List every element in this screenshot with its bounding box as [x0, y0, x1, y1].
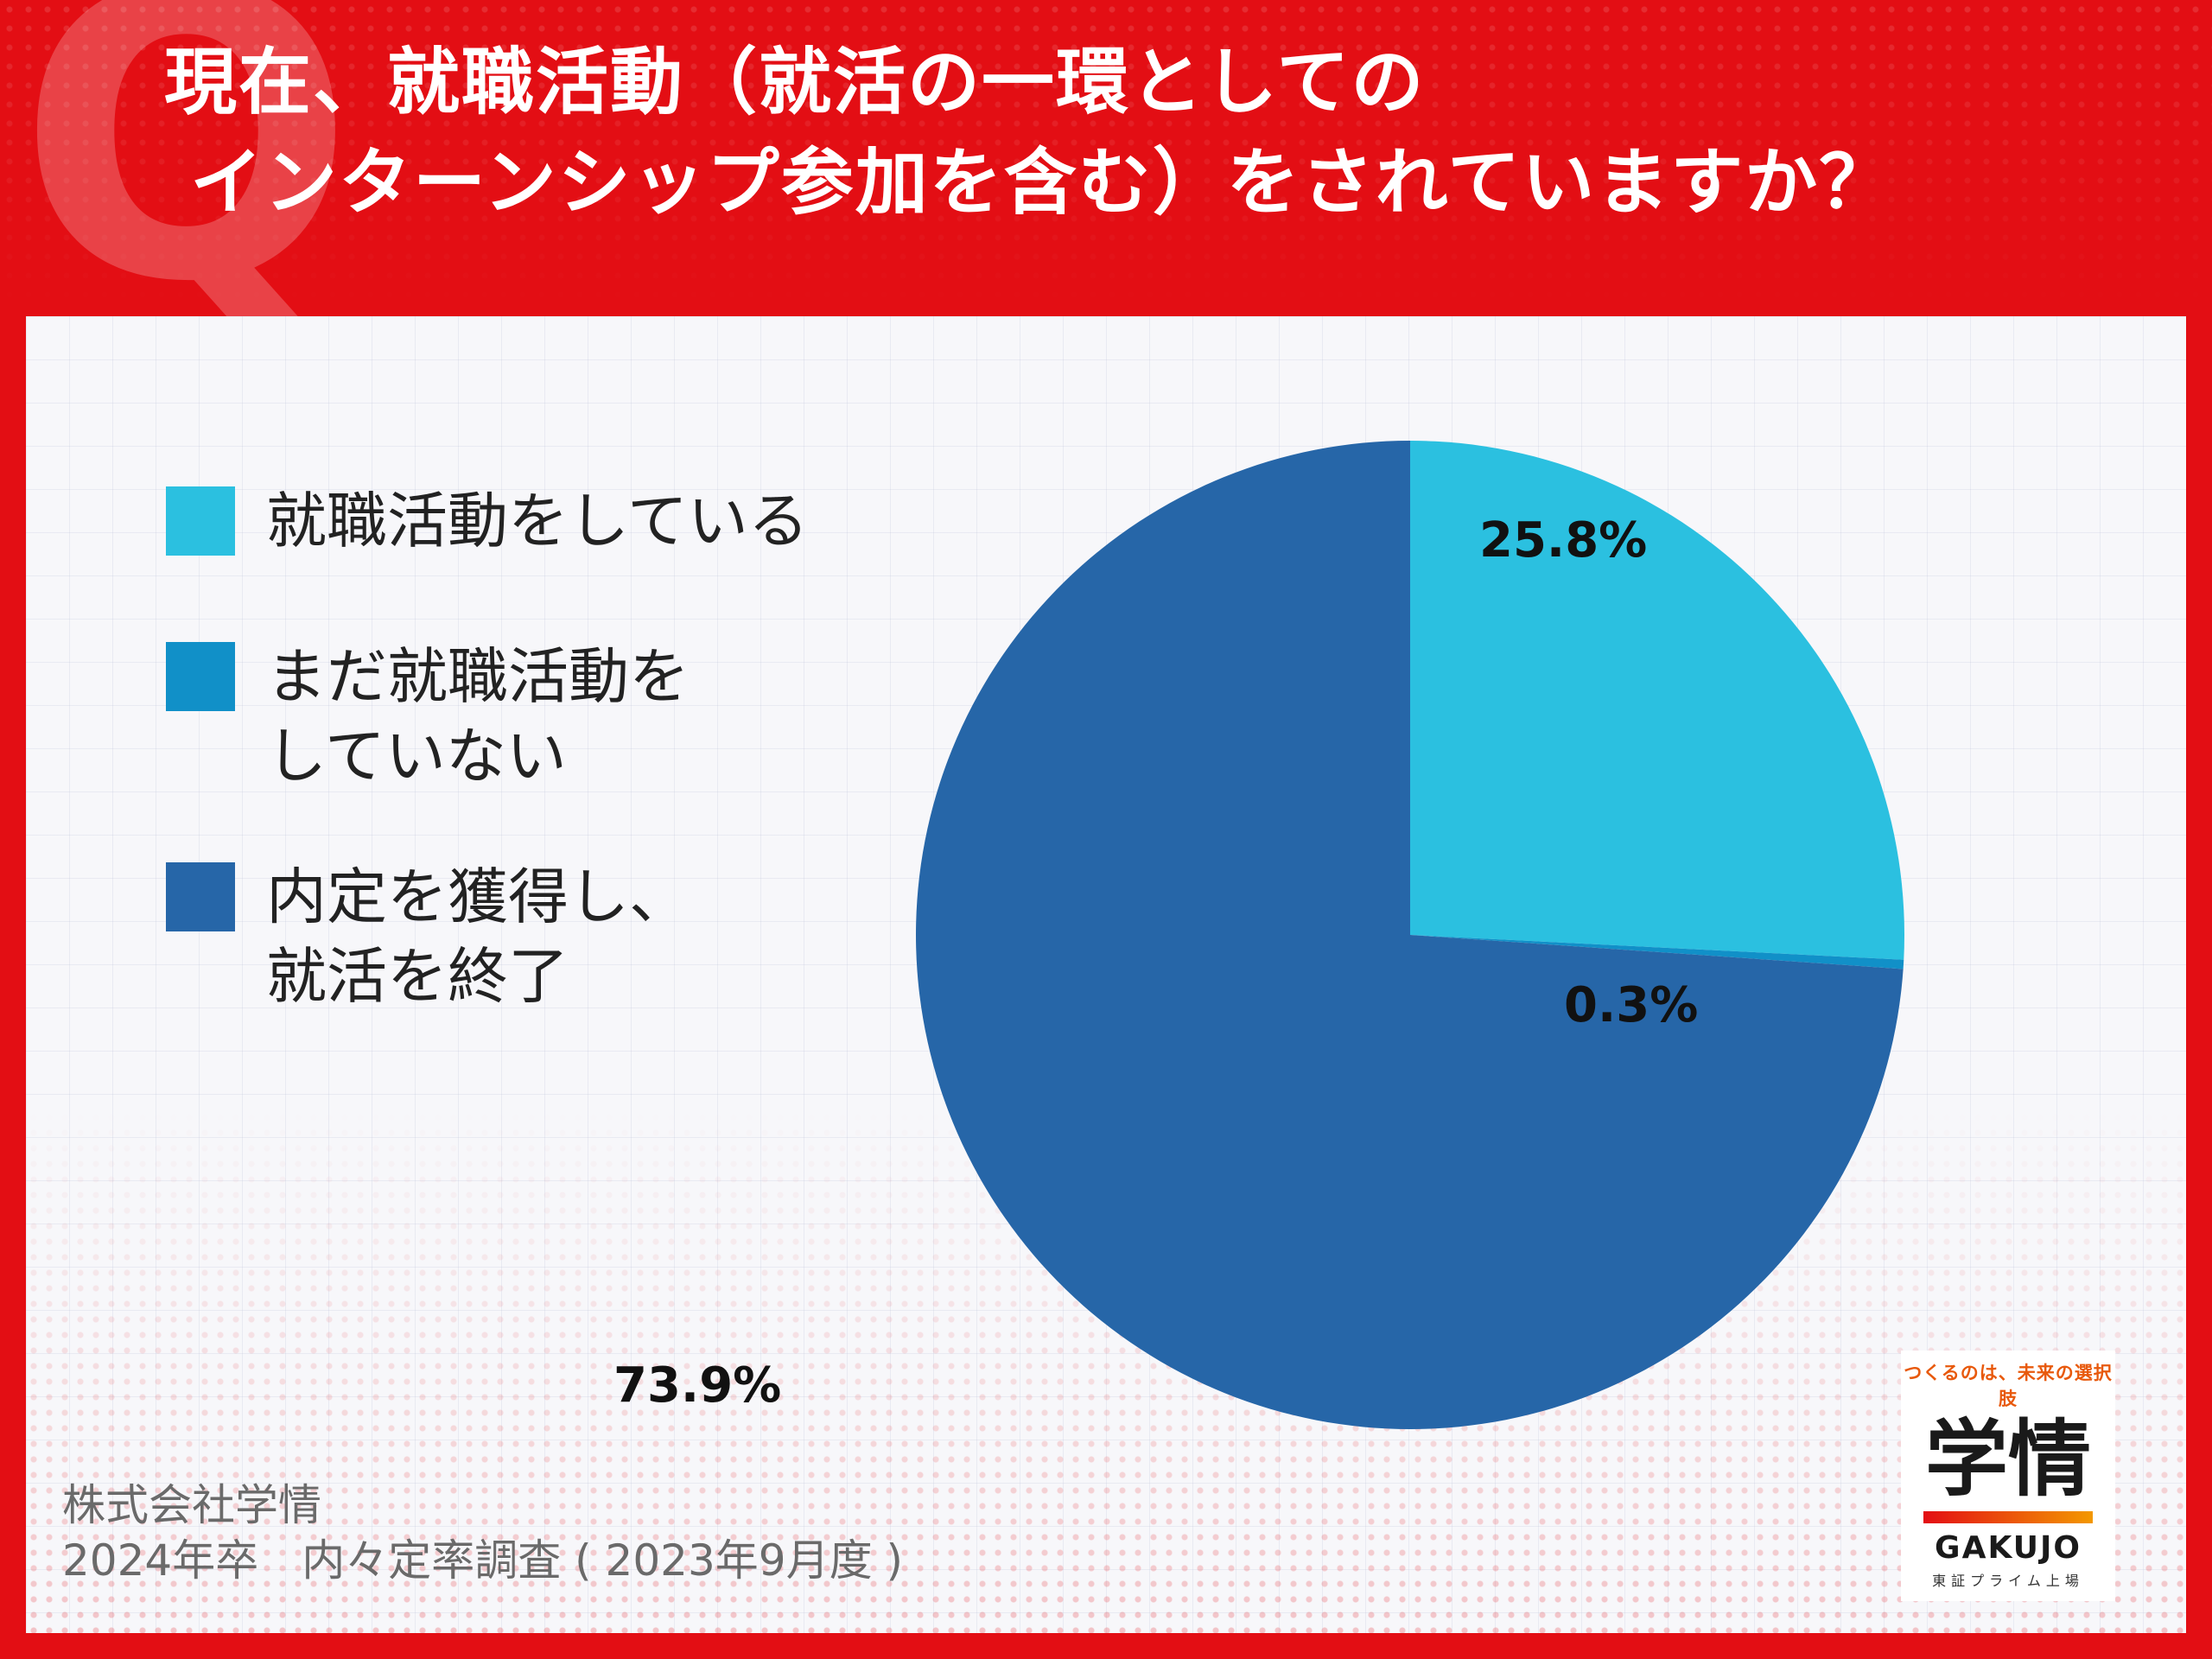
legend-label: 内定を獲得し、 就活を終了 — [266, 861, 690, 1012]
logo-name-en: GAKUJO — [1935, 1530, 2082, 1566]
pie-slice-1 — [1410, 935, 1904, 969]
legend-item-not-yet: まだ就職活動を していない — [166, 641, 690, 796]
chart-panel: 就職活動をしている まだ就職活動を していない 内定を獲得し、 就活を終了 25… — [26, 316, 2186, 1633]
source-survey: 2024年卒 内々定率調査 ( 2023年9月度 ) — [62, 1535, 903, 1586]
pie-slice-2 — [915, 441, 1904, 1429]
slice-label-0: 25.8% — [1479, 512, 1647, 569]
legend-label: 就職活動をしている — [266, 486, 809, 556]
header-dot-pattern — [0, 0, 2212, 311]
pie-slice-0 — [1410, 441, 1905, 960]
logo-listing: 東証プライム上場 — [1932, 1573, 2084, 1589]
question-line-1: 現在、就職活動（就活の一環としての — [164, 40, 1426, 124]
logo-name: 学情 — [1925, 1411, 2091, 1508]
question-title: 現在、就職活動（就活の一環としての インターンシップ参加を含む）をされていますか… — [164, 33, 2186, 233]
slice-label-2: 73.9% — [613, 1357, 781, 1414]
source-note: 株式会社学情 2024年卒 内々定率調査 ( 2023年9月度 ) — [62, 1478, 903, 1588]
pie-chart: 25.8% 0.3% 73.9% — [613, 441, 1905, 1429]
legend-item-finished: 内定を獲得し、 就活を終了 — [166, 861, 690, 1016]
legend-swatch — [166, 486, 235, 556]
logo-bar — [1923, 1511, 2093, 1523]
legend-swatch — [166, 642, 235, 711]
question-line-2: インターンシップ参加を含む）をされていますか？ — [190, 139, 1894, 225]
logo-tagline: つくるのは、未来の選択肢 — [1904, 1363, 2113, 1409]
gakujo-logo: つくるのは、未来の選択肢 学情 GAKUJO 東証プライム上場 — [1901, 1351, 2115, 1601]
legend-item-job-hunting: 就職活動をしている — [166, 486, 809, 561]
legend-label: まだ就職活動を していない — [266, 641, 690, 791]
q-icon: Q — [17, 0, 356, 369]
slice-label-1: 0.3% — [1564, 977, 1698, 1033]
legend-swatch — [166, 862, 235, 931]
source-company: 株式会社学情 — [62, 1480, 321, 1530]
